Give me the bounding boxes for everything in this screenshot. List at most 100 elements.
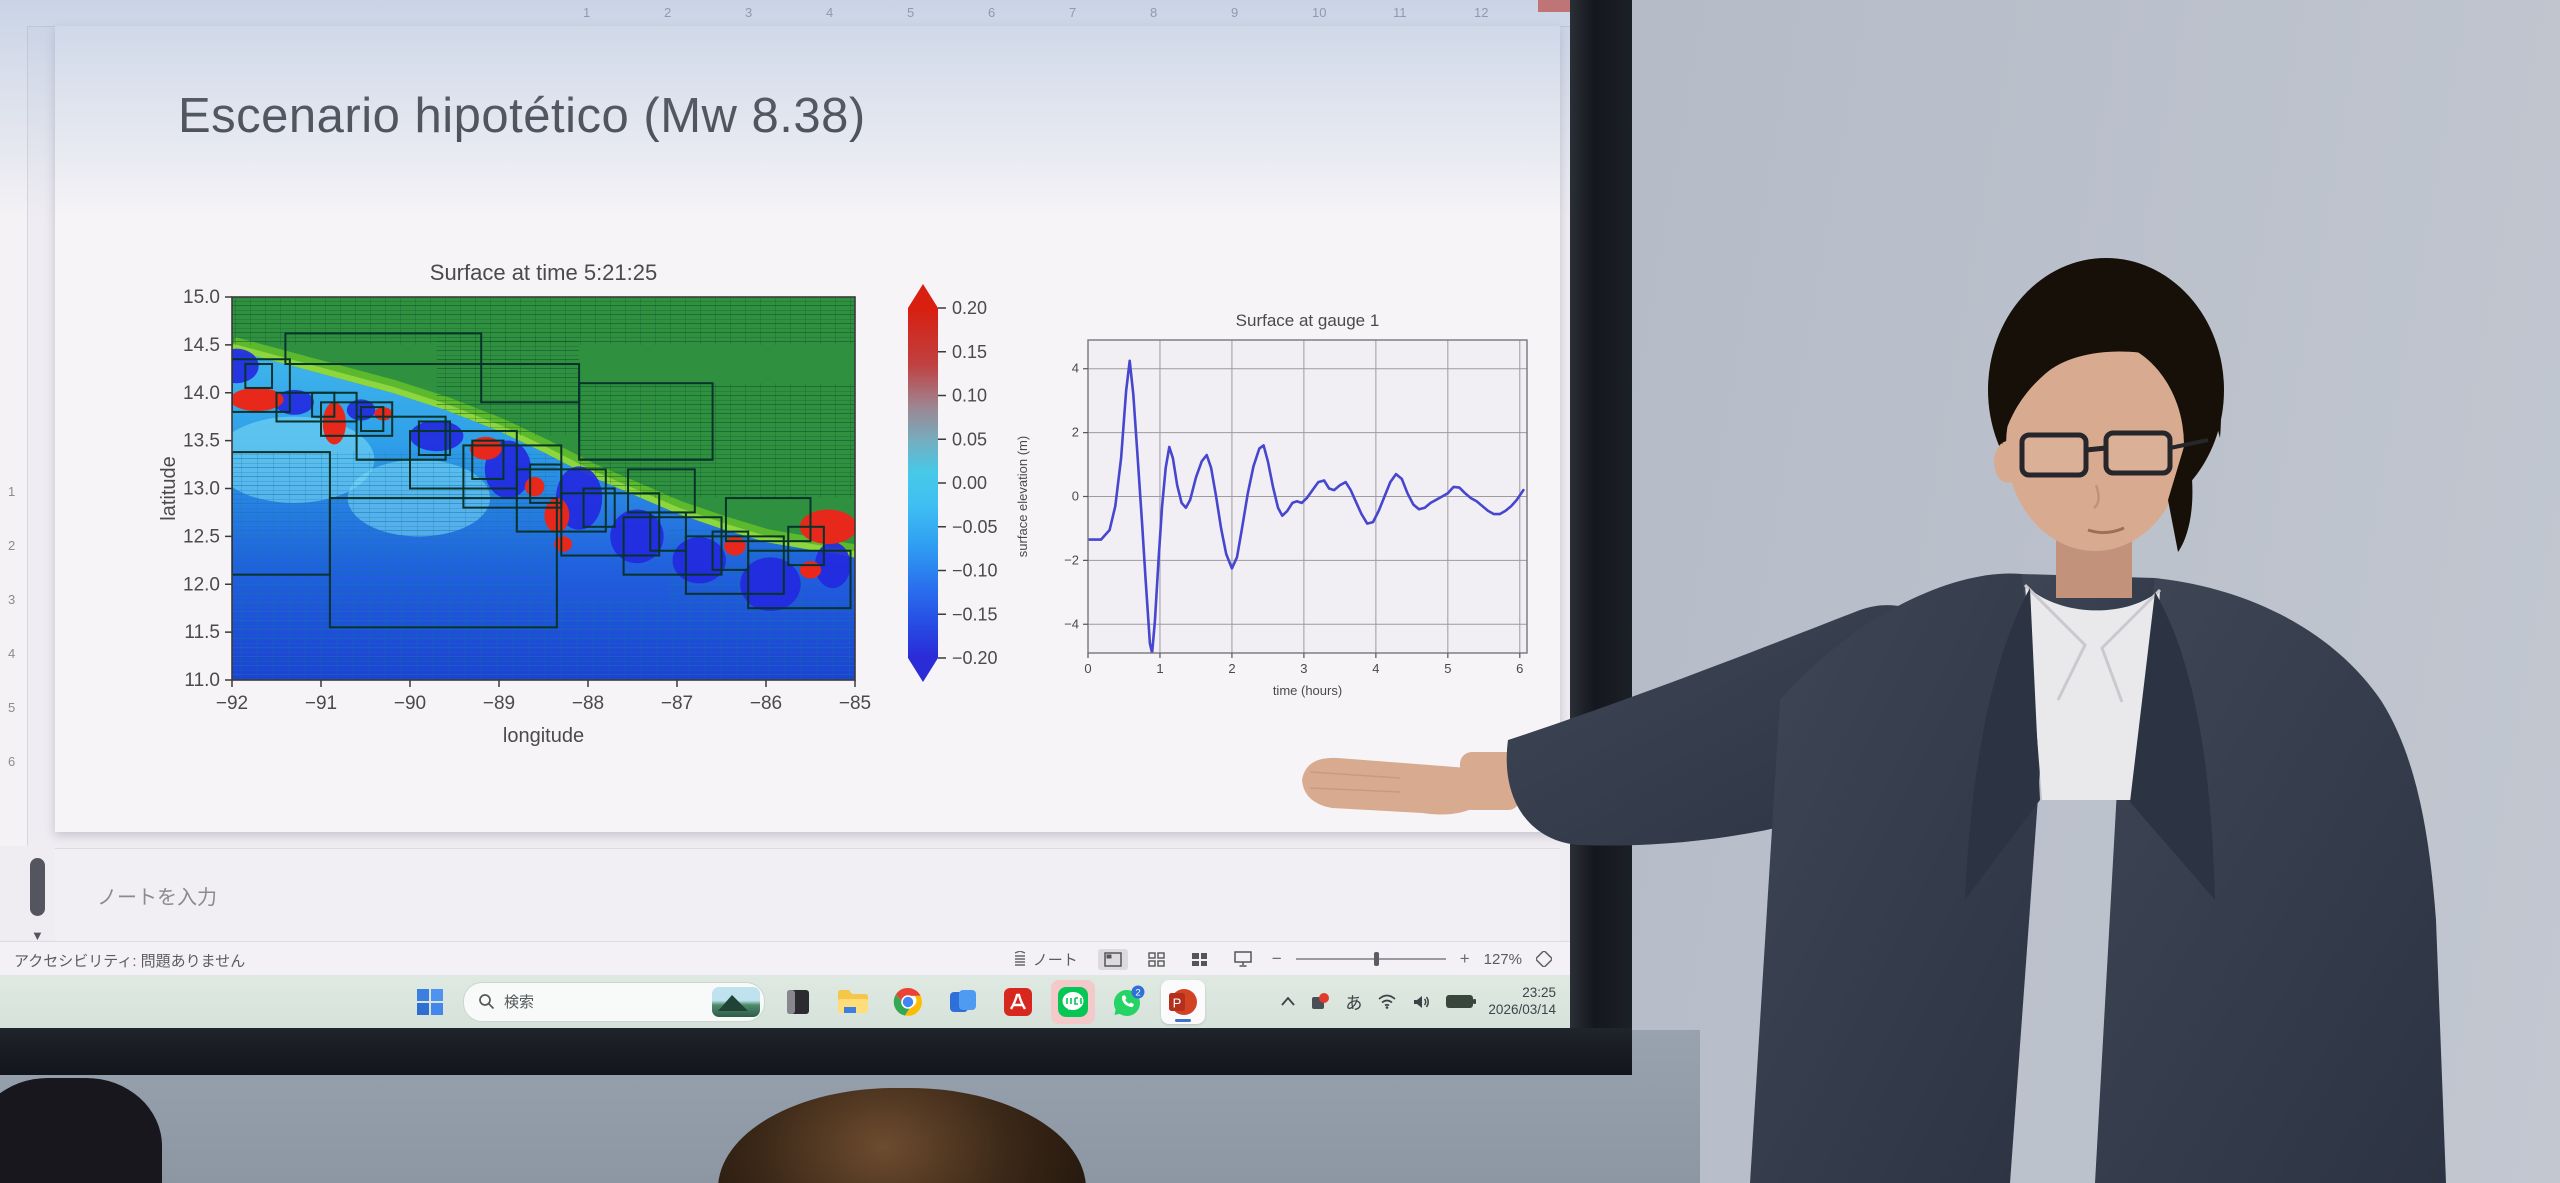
svg-text:2: 2 — [1228, 661, 1235, 676]
svg-text:−0.20: −0.20 — [952, 648, 998, 668]
svg-text:12.5: 12.5 — [183, 526, 220, 547]
svg-text:P: P — [1173, 995, 1182, 1010]
notes-icon — [1014, 951, 1025, 966]
ruler-number: 1 — [583, 5, 591, 20]
notification-badge-icon[interactable] — [1310, 992, 1330, 1012]
blue-app-icon[interactable] — [941, 980, 985, 1024]
svg-text:15.0: 15.0 — [183, 287, 220, 308]
svg-text:0.20: 0.20 — [952, 298, 987, 318]
gauge-line-chart: −4 −2 0 2 4 0 1 2 3 4 5 6 Surface at gauge 1 time (ho… — [1015, 311, 1528, 698]
svg-text:time (hours): time (hours) — [1273, 683, 1342, 698]
ime-indicator[interactable]: あ — [1345, 994, 1363, 1013]
ruler-number: 1 — [8, 484, 16, 499]
acrobat-glyph — [1004, 987, 1032, 1016]
scrollbar-thumb[interactable] — [30, 858, 45, 916]
folder-glyph — [838, 989, 868, 1013]
notes-toggle-button[interactable]: ノート — [1006, 946, 1084, 973]
monitor-bezel-right — [1570, 0, 1632, 1075]
ruler-number: 2 — [8, 538, 16, 553]
wifi-icon[interactable] — [1377, 994, 1397, 1009]
ruler-number: 5 — [907, 5, 915, 20]
horizontal-ruler: 1 2 3 4 5 6 7 8 9 10 11 12 — [0, 0, 1570, 27]
search-highlight-image[interactable] — [712, 986, 760, 1017]
search-placeholder: 検索 — [504, 994, 535, 1011]
svg-text:5: 5 — [1444, 661, 1451, 676]
ruler-number: 3 — [745, 5, 753, 20]
line-glyph — [1058, 986, 1088, 1017]
battery-icon[interactable] — [1446, 995, 1477, 1008]
whatsapp-icon[interactable]: 2 — [1106, 980, 1150, 1024]
slide-title: Escenario hipotético (Mw 8.38) — [178, 89, 866, 143]
volume-icon[interactable] — [1412, 994, 1431, 1010]
start-button[interactable] — [408, 980, 452, 1024]
svg-text:0.05: 0.05 — [952, 429, 987, 449]
svg-text:14.0: 14.0 — [183, 383, 220, 404]
acrobat-icon[interactable] — [996, 980, 1040, 1024]
windows-taskbar: 検索 — [0, 975, 1570, 1028]
slide-sorter-view-button[interactable] — [1142, 949, 1171, 970]
slideshow-view-button[interactable] — [1228, 948, 1258, 970]
svg-text:−0.15: −0.15 — [952, 604, 998, 624]
svg-text:4: 4 — [1372, 661, 1379, 676]
svg-text:0.00: 0.00 — [952, 473, 987, 493]
svg-text:2: 2 — [1072, 425, 1079, 440]
hidden-icons-chevron[interactable] — [1281, 997, 1296, 1006]
ruler-number: 7 — [1069, 5, 1077, 20]
svg-text:−88: −88 — [572, 693, 604, 714]
scroll-down-icon[interactable]: ▼ — [31, 928, 44, 943]
notebook-glyph — [787, 989, 809, 1014]
zoom-level[interactable]: 127% — [1483, 950, 1522, 968]
audience-head — [0, 1078, 162, 1183]
svg-text:1: 1 — [1156, 661, 1163, 676]
file-explorer-icon[interactable] — [831, 980, 875, 1024]
notebook-app-icon[interactable] — [776, 980, 820, 1024]
ruler-number: 4 — [826, 5, 834, 20]
svg-text:3: 3 — [1300, 661, 1307, 676]
ruler-number: 6 — [988, 5, 996, 20]
powerpoint-glyph: P — [1169, 988, 1197, 1015]
svg-text:6: 6 — [1516, 661, 1523, 676]
svg-text:14.5: 14.5 — [183, 335, 220, 356]
reading-view-icon — [1191, 952, 1207, 966]
status-bar: アクセシビリティ: 問題ありません ノート — [0, 941, 1570, 976]
svg-text:surface elevation (m): surface elevation (m) — [1015, 436, 1030, 557]
titlebar-accent — [1538, 0, 1570, 12]
notes-placeholder: ノートを入力 — [97, 887, 217, 909]
search-box[interactable]: 検索 — [463, 981, 765, 1022]
whatsapp-glyph: 2 — [1113, 985, 1145, 1016]
reading-view-button[interactable] — [1185, 949, 1214, 970]
system-tray: あ 23:25 2026/03/14 — [1281, 975, 1556, 1028]
slide-sorter-icon — [1148, 951, 1165, 967]
notes-pane[interactable]: ノートを入力 — [55, 848, 1560, 941]
svg-text:−0.10: −0.10 — [952, 561, 998, 581]
zoom-in-button[interactable]: + — [1459, 949, 1470, 968]
zoom-slider-thumb[interactable] — [1373, 952, 1379, 966]
normal-view-button[interactable] — [1097, 948, 1128, 970]
svg-text:2: 2 — [1135, 987, 1140, 998]
chrome-icon[interactable] — [886, 980, 930, 1024]
powerpoint-icon[interactable]: P — [1161, 979, 1205, 1024]
svg-text:11.5: 11.5 — [184, 622, 220, 643]
svg-text:12.0: 12.0 — [183, 574, 220, 595]
svg-text:−4: −4 — [1064, 616, 1079, 631]
zoom-out-button[interactable]: − — [1271, 949, 1282, 968]
ruler-number: 10 — [1312, 5, 1327, 20]
clock[interactable]: 23:25 2026/03/14 — [1488, 984, 1556, 1017]
svg-text:Surface at time 5:21:25: Surface at time 5:21:25 — [430, 260, 657, 285]
svg-text:−92: −92 — [216, 693, 248, 714]
accessibility-status: アクセシビリティ: 問題ありません — [14, 953, 246, 970]
svg-text:0: 0 — [1084, 661, 1091, 676]
svg-text:0: 0 — [1072, 489, 1079, 504]
fit-to-window-icon[interactable] — [1536, 951, 1552, 967]
line-icon[interactable] — [1051, 979, 1095, 1024]
svg-text:13.0: 13.0 — [183, 479, 220, 500]
normal-view-icon — [1104, 951, 1122, 967]
blue-app-glyph — [950, 989, 976, 1012]
svg-text:−89: −89 — [483, 693, 515, 714]
zoom-slider[interactable] — [1295, 952, 1446, 966]
slide-canvas[interactable]: Escenario hipotético (Mw 8.38) 15.0 14.5 1… — [55, 26, 1560, 832]
svg-text:−2: −2 — [1064, 552, 1079, 567]
svg-text:0.15: 0.15 — [952, 342, 987, 362]
